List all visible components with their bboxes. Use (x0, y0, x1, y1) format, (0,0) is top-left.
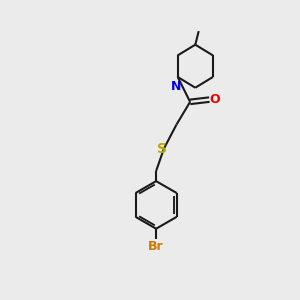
Text: N: N (171, 80, 182, 93)
Text: Br: Br (148, 240, 164, 253)
Text: O: O (210, 93, 220, 106)
Text: S: S (157, 142, 167, 156)
